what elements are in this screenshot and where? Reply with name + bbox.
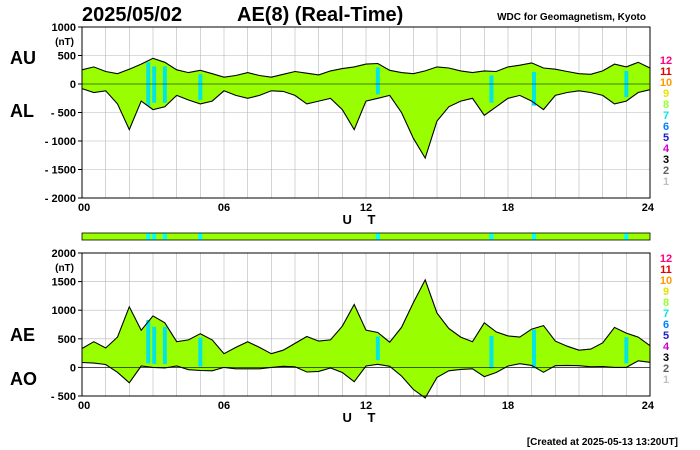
station-highlight-strip: [152, 326, 157, 364]
station-scale-label: 8: [663, 297, 669, 309]
x-tick-label: 00: [78, 400, 90, 412]
x-tick-label: 06: [218, 202, 230, 214]
station-scale-label: 3: [663, 154, 669, 166]
station-scale-label: 10: [660, 77, 672, 89]
station-bar-highlight: [146, 233, 151, 240]
station-bar-highlight: [532, 233, 537, 240]
x-tick-label: 00: [78, 202, 90, 214]
x-axis-title: U T: [343, 212, 382, 227]
station-highlight-strip: [375, 67, 380, 95]
station-highlight-strip: [489, 335, 494, 369]
plot-frame: [81, 252, 651, 397]
station-scale-label: 8: [663, 99, 669, 111]
y-tick-label: - 500: [51, 391, 76, 403]
station-bar-base: [81, 232, 651, 241]
y-unit-label: (nT): [55, 37, 74, 48]
series-label-al: AL: [10, 101, 34, 121]
station-scale-label: 9: [663, 286, 669, 298]
station-highlight-strip: [198, 74, 203, 100]
station-bar-highlight: [489, 233, 494, 240]
y-unit-label: (nT): [55, 263, 74, 274]
station-bar-highlight: [198, 233, 203, 240]
station-scale-label: 4: [663, 143, 670, 155]
x-tick-label: 18: [502, 202, 514, 214]
station-scale-label: 5: [663, 132, 669, 144]
station-scale-label: 7: [663, 110, 669, 122]
station-highlight-strip: [198, 337, 203, 367]
x-tick-label: 18: [502, 400, 514, 412]
station-highlight-strip: [162, 66, 167, 103]
station-highlight-strip: [375, 336, 380, 361]
y-tick-label: - 1000: [45, 136, 76, 148]
station-scale-label: 3: [663, 352, 669, 364]
created-timestamp: [Created at 2025-05-13 13:20UT]: [526, 437, 678, 448]
station-scale-label: 10: [660, 275, 672, 287]
station-highlight-strip: [489, 75, 494, 103]
station-highlight-strip: [146, 319, 151, 364]
series-label-ae: AE: [10, 325, 35, 345]
station-scale-label: 5: [663, 330, 669, 342]
y-tick-label: - 500: [51, 108, 76, 120]
y-tick-label: 1500: [52, 277, 76, 289]
station-bar-highlight: [624, 233, 629, 240]
station-bar-highlight: [375, 233, 380, 240]
station-scale-label: 2: [663, 165, 669, 177]
station-bar-highlight: [162, 233, 167, 240]
x-tick-label: 06: [218, 400, 230, 412]
y-tick-label: 1000: [52, 305, 76, 317]
plot-date: 2025/05/02: [82, 4, 183, 26]
station-highlight-strip: [532, 72, 537, 106]
series-line-al: [81, 88, 651, 160]
y-tick-label: 500: [58, 51, 76, 63]
series-fill-band: [82, 279, 650, 398]
y-tick-label: 0: [70, 362, 76, 374]
y-tick-label: - 2000: [45, 193, 76, 205]
series-label-ao: AO: [10, 369, 37, 389]
x-tick-label: 24: [642, 400, 655, 412]
series-line-au: [81, 57, 651, 78]
series-line-ae: [81, 278, 651, 355]
x-tick-label: 24: [642, 202, 655, 214]
station-scale-label: 4: [663, 341, 670, 353]
y-tick-label: 1000: [52, 22, 76, 34]
station-highlight-strip: [152, 66, 157, 103]
panel-au-al: 1000 500 0 - 500 - 1000 - 1500 - 2000 (nT) 00 06 1…: [10, 22, 672, 227]
y-tick-label: 500: [58, 334, 76, 346]
station-scale-label: 12: [660, 55, 672, 67]
station-bar-highlight: [152, 233, 157, 240]
data-source: WDC for Geomagnetism, Kyoto: [497, 12, 646, 23]
station-scale-label: 7: [663, 308, 669, 320]
station-scale-label: 9: [663, 88, 669, 100]
x-tick-label: 12: [360, 202, 372, 214]
y-tick-label: - 1500: [45, 165, 76, 177]
station-highlight-strip: [624, 337, 629, 364]
station-scale-label: 11: [660, 66, 672, 78]
x-axis-title: U T: [343, 410, 382, 425]
station-scale-label: 11: [660, 264, 672, 276]
plot-title: AE(8) (Real-Time): [237, 4, 404, 26]
station-highlight-strip: [532, 329, 537, 369]
y-tick-label: 2000: [52, 248, 76, 260]
series-line-ao: [81, 360, 651, 399]
station-scale-label: 6: [663, 319, 669, 331]
station-scale-label: 1: [663, 374, 669, 386]
station-status-bar: [81, 232, 651, 241]
station-scale-label: 2: [663, 363, 669, 375]
station-scale-label: 6: [663, 121, 669, 133]
station-scale-label: 12: [660, 253, 672, 265]
series-fill-band: [82, 58, 650, 159]
station-highlight-strip: [162, 326, 167, 364]
series-label-au: AU: [10, 48, 36, 68]
y-tick-label: 0: [70, 79, 76, 91]
station-scale-label: 1: [663, 176, 669, 188]
x-tick-label: 12: [360, 400, 372, 412]
